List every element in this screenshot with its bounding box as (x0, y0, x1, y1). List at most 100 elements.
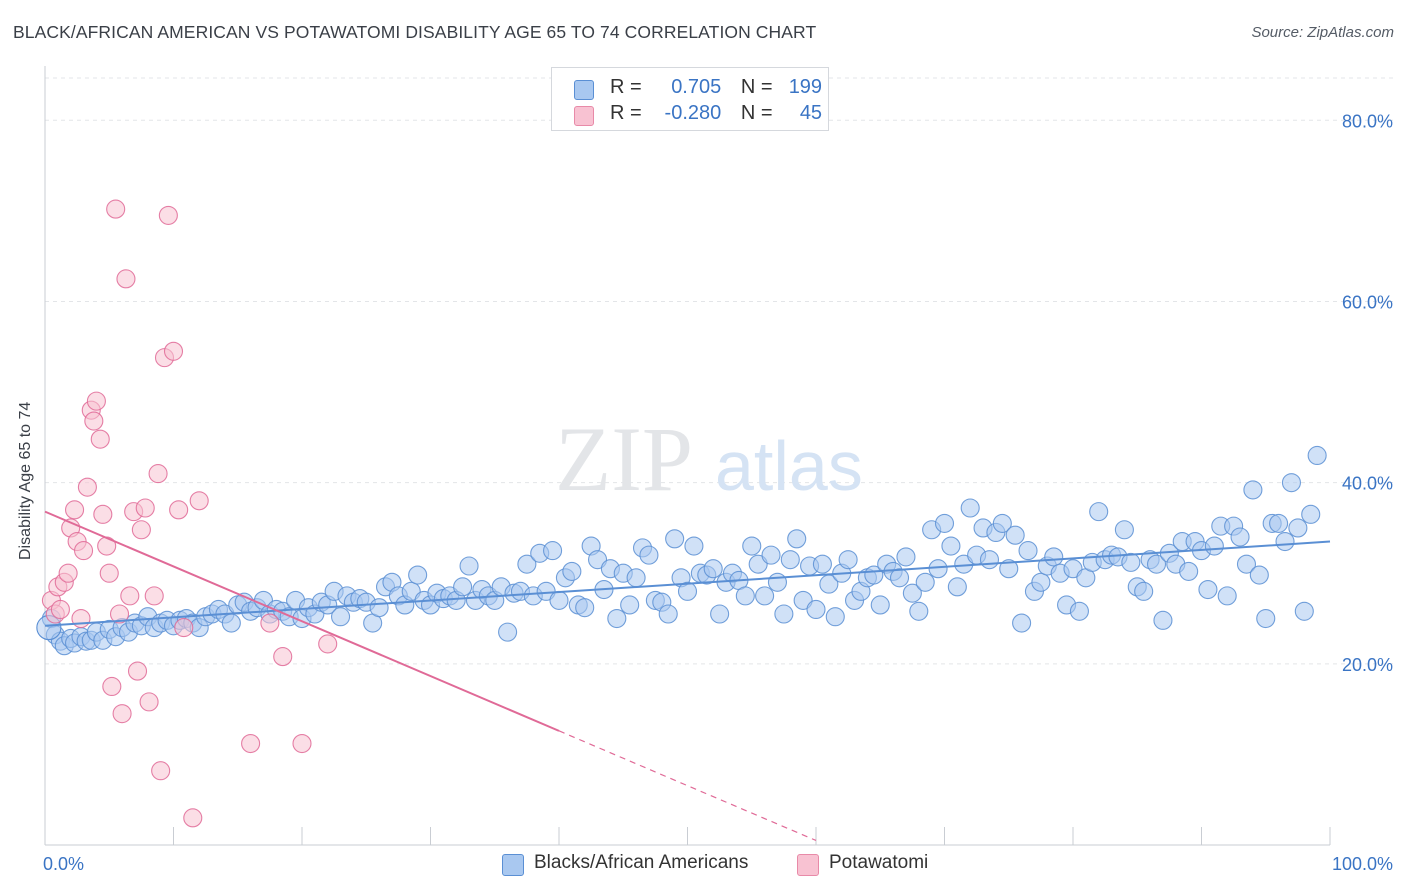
point-potawatomi (116, 269, 136, 289)
point-potawatomi (189, 491, 209, 511)
trend-line-potawatomi (44, 510, 560, 732)
point-potawatomi (120, 586, 140, 606)
point-blacks (1134, 581, 1154, 601)
point-blacks (896, 547, 916, 567)
point-blacks (934, 513, 955, 533)
point-blacks (1243, 480, 1263, 500)
point-blacks (1301, 504, 1321, 524)
point-potawatomi (174, 618, 194, 638)
point-blacks (607, 608, 627, 629)
series-potawatomi (41, 199, 338, 828)
point-blacks (408, 565, 428, 585)
point-blacks (453, 577, 473, 597)
point-blacks (620, 595, 640, 615)
trend-lines (44, 510, 1331, 842)
point-potawatomi (127, 661, 148, 681)
point-blacks (1275, 531, 1295, 552)
point-blacks (658, 604, 678, 624)
point-blacks (806, 599, 826, 620)
legend-swatch-pink (574, 106, 594, 126)
point-potawatomi (135, 498, 155, 518)
point-potawatomi (260, 613, 280, 633)
legend-swatch-blue (574, 80, 594, 100)
watermark-zip: ZIP (555, 408, 693, 510)
point-blacks (902, 583, 922, 603)
point-blacks (909, 601, 929, 621)
point-potawatomi (183, 808, 203, 828)
point-blacks (626, 568, 646, 588)
point-potawatomi (58, 563, 78, 583)
point-potawatomi (139, 692, 159, 712)
legend-r-value: 0.705 (671, 76, 722, 98)
legend-r-label: R = (610, 102, 642, 124)
point-blacks (1044, 547, 1064, 567)
y-tick-label: 60.0% (1342, 292, 1393, 312)
point-blacks (677, 581, 698, 601)
bottom-legend-label: Potawatomi (829, 852, 929, 873)
point-blacks (889, 568, 910, 588)
point-blacks (1281, 473, 1301, 493)
point-blacks (947, 577, 967, 597)
point-potawatomi (102, 676, 122, 697)
point-potawatomi (144, 586, 164, 606)
point-blacks (1294, 601, 1314, 621)
legend-n-value: 45 (799, 102, 823, 124)
point-blacks (838, 550, 858, 570)
watermark-atlas: atlas (715, 427, 863, 505)
point-blacks (1089, 502, 1109, 522)
point-potawatomi (241, 733, 261, 754)
point-blacks (960, 498, 980, 518)
bottom-legend-swatch-blue (502, 854, 524, 876)
x-tick-label: 100.0% (1332, 854, 1393, 874)
bottom-legend-swatch-pink (797, 854, 819, 876)
point-blacks (915, 572, 935, 592)
point-blacks (999, 559, 1019, 579)
legend-r-value: -0.280 (664, 102, 722, 124)
axes (44, 66, 1331, 846)
point-blacks (221, 613, 241, 633)
point-blacks (767, 572, 788, 592)
point-blacks (787, 529, 807, 549)
point-potawatomi (86, 391, 106, 411)
point-blacks (812, 554, 832, 574)
point-blacks (703, 559, 723, 579)
point-blacks (992, 513, 1012, 533)
point-blacks (928, 559, 948, 579)
point-blacks (1217, 586, 1237, 606)
point-blacks (870, 595, 890, 615)
point-blacks (979, 550, 1000, 570)
point-blacks (1307, 445, 1327, 466)
point-blacks (459, 556, 479, 576)
trend-line-potawatomi-extension (558, 730, 817, 842)
point-potawatomi (90, 429, 110, 449)
y-axis-label: Disability Age 65 to 74 (17, 401, 34, 560)
point-blacks (710, 604, 730, 624)
point-blacks (735, 586, 755, 606)
point-blacks (1269, 513, 1289, 533)
legend-n-label: N = (740, 76, 773, 98)
point-blacks (1198, 579, 1218, 600)
point-blacks (1146, 554, 1167, 574)
point-blacks (639, 545, 659, 565)
point-potawatomi (106, 199, 126, 219)
tick-labels: 20.0% 40.0% 60.0% 80.0% 0.0% 100.0% (43, 111, 1393, 874)
watermark: ZIP atlas (555, 408, 863, 510)
point-blacks (1018, 541, 1038, 561)
point-blacks (1249, 565, 1269, 585)
point-blacks (1121, 552, 1141, 572)
point-potawatomi (169, 500, 189, 520)
legend-n-label: N = (740, 102, 773, 124)
point-potawatomi (131, 520, 151, 540)
point-blacks (330, 607, 351, 627)
point-potawatomi (158, 205, 178, 225)
point-blacks (575, 598, 595, 618)
point-blacks (1204, 536, 1224, 556)
x-tick-label: 0.0% (43, 854, 84, 874)
chart-title: BLACK/AFRICAN AMERICAN VS POTAWATOMI DIS… (13, 22, 817, 42)
point-blacks (1236, 554, 1257, 574)
point-potawatomi (109, 604, 130, 624)
point-blacks (1005, 525, 1025, 545)
legend-r-label: R = (610, 76, 642, 98)
point-potawatomi (84, 411, 104, 431)
